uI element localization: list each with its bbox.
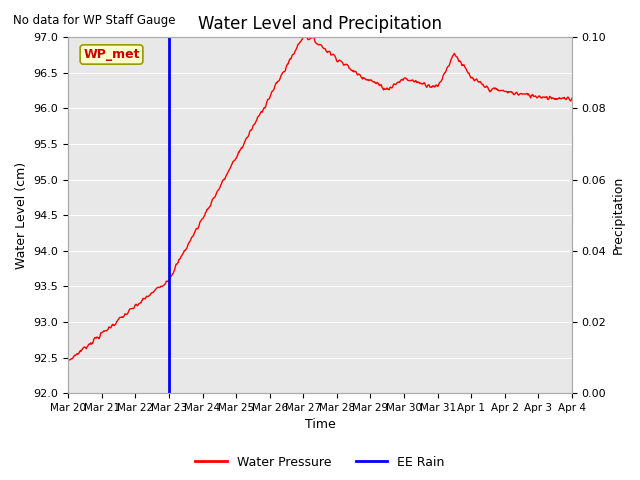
Title: Water Level and Precipitation: Water Level and Precipitation xyxy=(198,15,442,33)
Legend: Water Pressure, EE Rain: Water Pressure, EE Rain xyxy=(190,451,450,474)
Y-axis label: Precipitation: Precipitation xyxy=(612,176,625,254)
Y-axis label: Water Level (cm): Water Level (cm) xyxy=(15,162,28,269)
Text: No data for WP Staff Gauge: No data for WP Staff Gauge xyxy=(13,14,175,27)
X-axis label: Time: Time xyxy=(305,419,335,432)
Text: WP_met: WP_met xyxy=(83,48,140,61)
